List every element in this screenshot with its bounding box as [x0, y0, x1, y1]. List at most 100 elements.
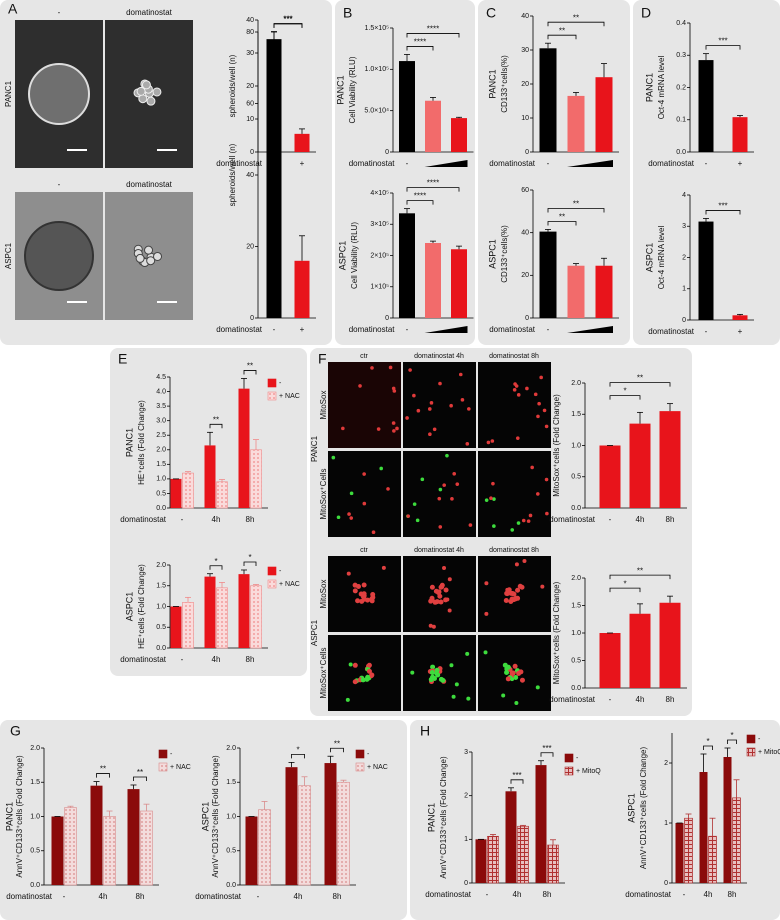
y-tick-label: 2.0	[226, 745, 236, 752]
cell	[454, 682, 459, 687]
y-axis-label: AnnV⁺CD133⁺cells (Fold Change)	[211, 755, 220, 878]
legend-swatch	[746, 747, 756, 757]
significance-bracket	[705, 210, 741, 215]
x-tick-label: 4h	[99, 892, 108, 901]
y-tick-label: 1.0	[156, 476, 166, 483]
error-bar	[299, 235, 305, 261]
bar	[182, 602, 194, 649]
bar	[51, 816, 64, 885]
legend-label: + NAC	[279, 581, 300, 588]
significance-label: **	[334, 739, 340, 748]
cell	[525, 386, 529, 391]
cell	[347, 512, 351, 516]
error-bar	[550, 839, 556, 846]
cell	[358, 384, 362, 388]
y-tick-label: 2	[464, 793, 468, 800]
y-axis-label: HE⁺cells (Fold Change)	[137, 564, 146, 649]
cell	[516, 393, 521, 397]
bar	[266, 39, 282, 319]
cell	[544, 424, 549, 429]
cell-cluster	[152, 87, 162, 97]
y-tick-label: 1.0	[226, 813, 236, 820]
cell	[381, 565, 386, 570]
y-tick-label: 20	[521, 81, 529, 88]
cell	[437, 496, 442, 501]
significance-bracket	[703, 745, 713, 750]
bar	[505, 791, 517, 883]
y-tick-label: 0.0	[156, 505, 166, 512]
y-tick-label: 3	[682, 223, 686, 230]
y-tick-label: 80	[246, 29, 254, 36]
error-bar	[253, 439, 259, 450]
y-tick-label: 0.5	[571, 657, 581, 664]
x-tick-label: 8h	[136, 892, 145, 901]
y-tick-label: 0.4	[676, 20, 686, 27]
cell	[405, 416, 409, 420]
error-bar	[538, 760, 544, 766]
cell	[366, 668, 372, 674]
significance-bracket	[406, 200, 434, 205]
bar	[250, 449, 262, 509]
bar	[238, 388, 250, 508]
bar	[659, 411, 681, 508]
cell	[515, 595, 521, 601]
cell	[345, 697, 350, 702]
x-tick-label: 8h	[246, 655, 255, 664]
y-tick-label: 0	[664, 880, 668, 887]
cell	[428, 677, 434, 683]
bar	[599, 445, 621, 508]
significance-label: *	[296, 745, 299, 754]
cell	[352, 582, 358, 588]
cell	[341, 426, 345, 431]
bar	[451, 249, 467, 318]
legend-swatch	[158, 762, 168, 772]
significance-label: ***	[718, 37, 727, 46]
y-tick-label: 10	[521, 115, 529, 122]
bar	[294, 133, 310, 152]
y-tick-label: 0.0	[30, 882, 40, 889]
significance-label: **	[637, 374, 643, 383]
row-label: PANC1	[335, 75, 345, 104]
error-bar	[430, 97, 436, 101]
bar	[535, 765, 547, 883]
y-tick-label: 1.0	[571, 630, 581, 637]
cell-cluster	[136, 86, 146, 96]
bar	[732, 315, 748, 320]
bar	[90, 785, 103, 885]
cell	[361, 591, 367, 597]
column-label: domatinostat	[126, 180, 173, 189]
error-bar	[685, 813, 692, 819]
cell	[445, 453, 449, 458]
cell-line-label: ASPC1	[310, 619, 319, 646]
significance-bracket	[243, 561, 257, 566]
error-bar	[456, 116, 462, 119]
cell	[489, 496, 493, 501]
x-axis-label: domatinostat	[349, 325, 396, 334]
x-tick-label: 4h	[513, 890, 522, 899]
cell	[536, 492, 540, 496]
cell-cluster	[144, 245, 154, 255]
error-bar	[327, 755, 334, 764]
x-axis-label: domatinostat	[120, 515, 167, 524]
significance-bracket	[609, 587, 641, 593]
cell-cluster	[135, 253, 145, 263]
y-tick-label: 0.0	[156, 645, 166, 652]
cell	[352, 679, 358, 685]
y-axis-label: CD133⁺cells(%)	[500, 225, 509, 283]
bar	[170, 606, 182, 648]
error-bar	[340, 779, 347, 783]
error-bar	[573, 92, 579, 96]
cell	[442, 566, 447, 571]
significance-label: **	[637, 566, 643, 575]
cell	[530, 465, 534, 470]
y-tick-label: 0.0	[226, 882, 236, 889]
panel-background	[633, 0, 780, 345]
bar	[517, 825, 529, 884]
significance-label: **	[573, 200, 579, 209]
cell	[512, 663, 518, 669]
cell	[428, 432, 432, 436]
x-tick-label: 4h	[294, 892, 303, 901]
cell	[431, 624, 436, 629]
cell	[540, 584, 545, 589]
legend-swatch	[158, 749, 168, 759]
